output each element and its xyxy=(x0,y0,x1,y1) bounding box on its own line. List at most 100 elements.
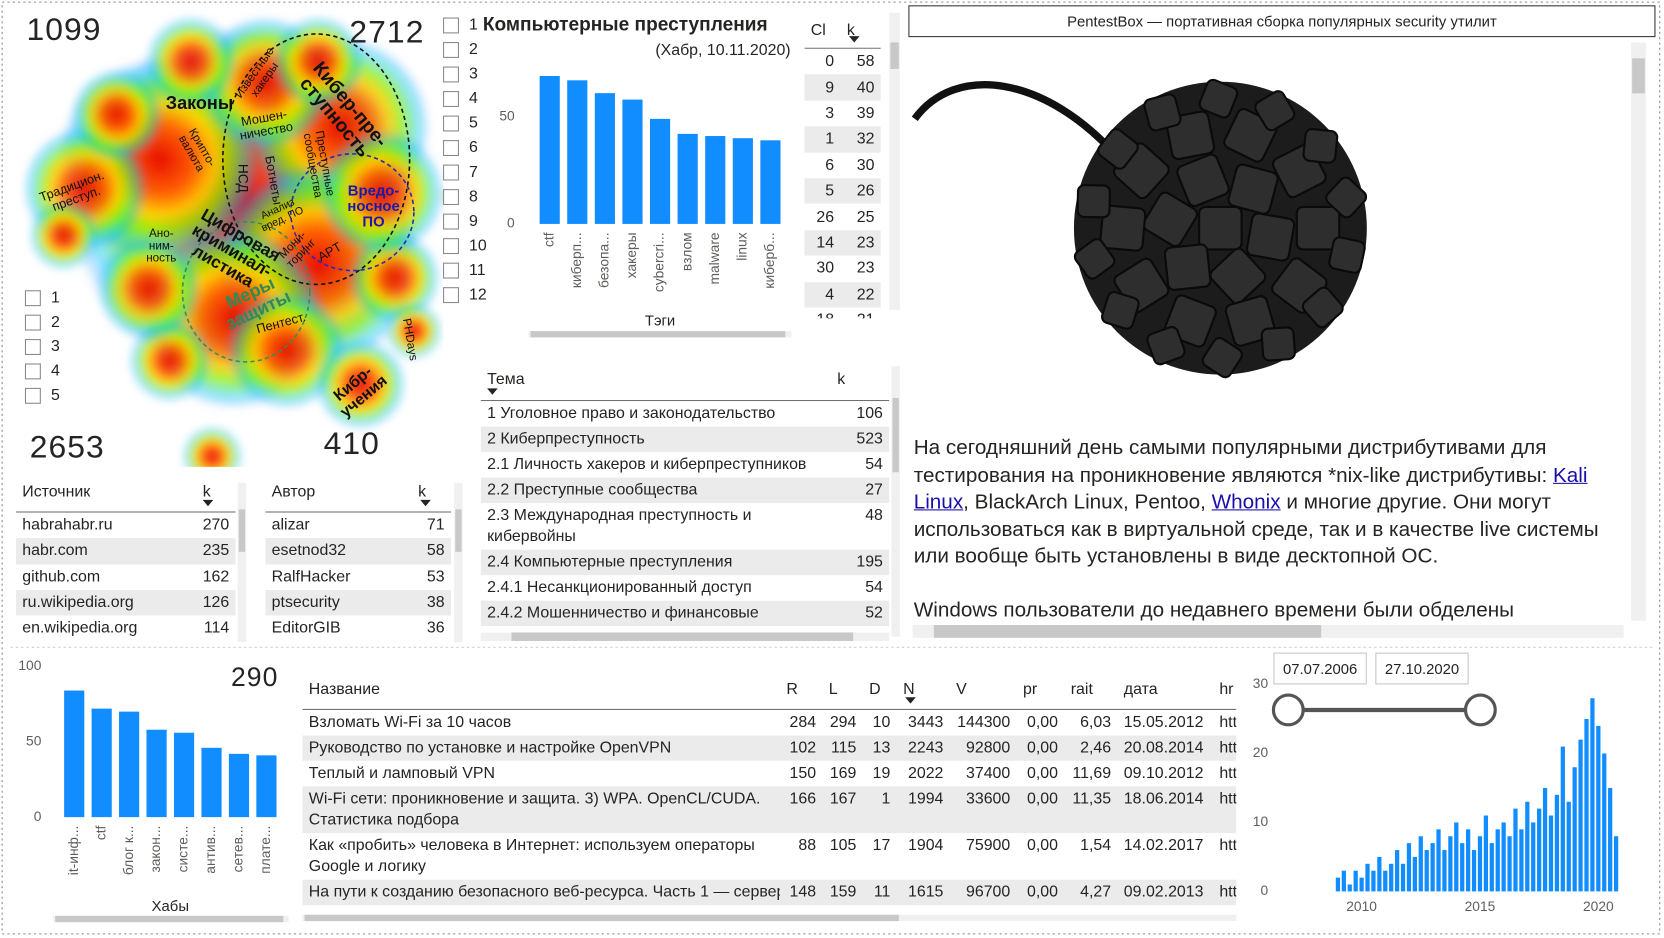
table-cell: 150 xyxy=(789,764,817,783)
key xyxy=(1245,212,1296,262)
table-cell: en.wikipedia.org xyxy=(22,619,138,638)
heat-blob xyxy=(129,320,211,402)
checkbox[interactable] xyxy=(24,387,41,404)
table-cell: 1 xyxy=(825,129,835,148)
table-cell: 58 xyxy=(426,541,445,560)
checkbox[interactable] xyxy=(443,115,459,132)
column-header[interactable]: N xyxy=(903,679,915,698)
column-header[interactable]: Cl xyxy=(810,21,826,40)
checkbox[interactable] xyxy=(24,339,41,355)
bar xyxy=(1418,836,1423,892)
scrollbar-thumb[interactable] xyxy=(1632,58,1645,94)
scrollbar-thumb[interactable] xyxy=(511,632,854,641)
bar xyxy=(1341,870,1346,892)
scrollbar-thumb[interactable] xyxy=(55,915,284,923)
slider-handle[interactable] xyxy=(1271,693,1305,727)
bar xyxy=(1454,822,1459,892)
scrollbar-thumb[interactable] xyxy=(892,397,899,473)
column-header[interactable]: k xyxy=(418,482,427,501)
column-header[interactable]: Название xyxy=(308,679,380,698)
scrollbar-thumb[interactable] xyxy=(455,509,462,552)
checkbox[interactable] xyxy=(443,287,459,304)
scrollbar-thumb[interactable] xyxy=(530,331,786,338)
keys xyxy=(1073,78,1368,379)
column-header[interactable]: Автор xyxy=(271,482,316,501)
checkbox-label: 3 xyxy=(469,66,478,83)
checkbox[interactable] xyxy=(443,66,459,83)
column-header[interactable]: V xyxy=(956,679,967,698)
table-cell: 0,00 xyxy=(1027,738,1059,757)
bar xyxy=(1554,794,1560,892)
checkbox-label: 6 xyxy=(469,139,478,156)
date-input[interactable]: 27.10.2020 xyxy=(1375,652,1469,685)
bar xyxy=(1483,815,1489,892)
table-cell: 75900 xyxy=(965,836,1011,855)
table-row: 0 58 xyxy=(804,48,881,75)
table-cell: 0,00 xyxy=(1027,789,1059,808)
bar xyxy=(1548,815,1554,892)
column-header[interactable]: hr xyxy=(1219,679,1234,698)
bar xyxy=(1525,801,1530,892)
heatmap-label: Законы xyxy=(166,93,233,113)
checkbox[interactable] xyxy=(443,140,459,156)
table-cell: 96700 xyxy=(965,882,1011,901)
table-cell: 38 xyxy=(426,593,445,612)
table-cell: 144300 xyxy=(957,713,1011,732)
checkbox[interactable] xyxy=(24,363,41,380)
bar xyxy=(1477,836,1483,892)
table-cell: На пути к созданию безопасного веб-ресур… xyxy=(308,882,780,901)
checkbox[interactable] xyxy=(443,91,459,107)
checkbox[interactable] xyxy=(443,189,459,206)
checkbox[interactable] xyxy=(24,314,41,331)
bar xyxy=(677,133,698,224)
column-header[interactable]: Тема xyxy=(487,370,525,389)
table-cell: 159 xyxy=(829,882,857,901)
table-cell: 23 xyxy=(856,233,875,252)
column-header[interactable]: Источник xyxy=(22,482,91,501)
x-tick-label: 2020 xyxy=(1583,899,1614,914)
link[interactable]: Kali Linux xyxy=(913,463,1588,514)
scrollbar-thumb[interactable] xyxy=(890,42,899,69)
checkbox[interactable] xyxy=(443,213,459,230)
table-cell: github.com xyxy=(22,567,101,586)
table-cell: alizar xyxy=(271,515,310,534)
column-header[interactable]: R xyxy=(786,679,798,698)
table-cell: Как «пробить» человека в Интернет: испол… xyxy=(308,836,755,876)
table-cell: 3443 xyxy=(907,713,944,732)
table-cell: 2.4.2 Мошенничество и финансовые xyxy=(487,603,759,622)
scrollbar-thumb[interactable] xyxy=(304,914,899,922)
checkbox[interactable] xyxy=(24,290,41,307)
x-tick-label: взлом xyxy=(679,232,694,271)
slider-handle[interactable] xyxy=(1463,693,1497,727)
table-cell: 17 xyxy=(872,836,891,855)
column-header[interactable]: дата xyxy=(1123,679,1158,698)
link[interactable]: Whonix xyxy=(1211,490,1281,514)
column-header[interactable]: pr xyxy=(1022,679,1038,698)
bar xyxy=(173,732,195,818)
checkbox[interactable] xyxy=(443,42,459,58)
column-header[interactable]: rait xyxy=(1070,679,1093,698)
column-header[interactable]: D xyxy=(869,679,881,698)
table-cell: 4 xyxy=(825,285,835,304)
bar xyxy=(622,99,643,224)
checkbox[interactable] xyxy=(443,262,459,279)
scrollbar-thumb[interactable] xyxy=(238,509,246,552)
table-row: en.wikipedia.org 114 xyxy=(15,615,236,642)
bar xyxy=(256,755,277,818)
checkbox[interactable] xyxy=(443,238,459,255)
heat-blob xyxy=(320,131,444,255)
column-header[interactable]: k xyxy=(837,370,846,389)
table-cell: 0,00 xyxy=(1027,764,1059,783)
bar xyxy=(1584,718,1589,892)
checkbox[interactable] xyxy=(443,164,459,181)
header-rule xyxy=(302,708,1237,710)
key xyxy=(1254,90,1296,132)
column-header[interactable]: L xyxy=(828,679,838,698)
x-tick-label: закон... xyxy=(148,826,163,873)
bar xyxy=(1359,877,1364,892)
column-header[interactable]: k xyxy=(846,21,855,40)
date-input[interactable]: 07.07.2006 xyxy=(1273,652,1367,685)
checkbox[interactable] xyxy=(443,17,459,34)
column-header[interactable]: k xyxy=(202,482,211,501)
scrollbar-thumb[interactable] xyxy=(933,625,1322,638)
